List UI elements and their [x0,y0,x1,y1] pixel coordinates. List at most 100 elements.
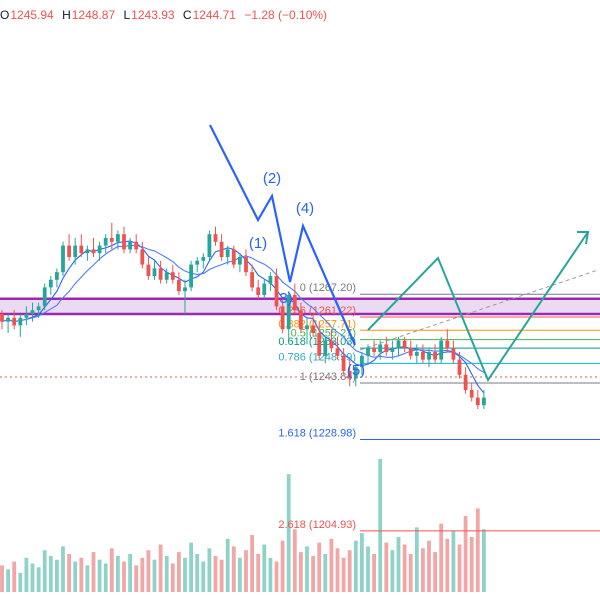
candle [457,351,462,379]
candle-body [103,237,108,246]
wave-label-5: (5) [347,362,365,379]
open-value: 1245.94 [10,8,54,22]
volume-bar [311,555,315,592]
candle-body [305,325,309,330]
volume-bar [103,563,108,592]
volume-bar [85,565,90,592]
volume-bar [122,561,126,592]
candle-body [250,272,254,288]
candle [116,230,120,250]
volume-bar [396,536,401,592]
fib-level-label: 1.618 (1228.98) [278,427,356,439]
high-label: H [62,8,71,22]
volume-bar [463,516,468,592]
candle [36,302,41,318]
candle [299,302,303,333]
volume-bar [219,559,224,592]
candle-body [396,340,401,349]
candle-body [311,325,315,333]
candle-body [183,287,187,292]
candle [390,340,395,360]
candle-body [195,260,200,265]
volume-bar [262,544,267,592]
volume-bar [366,546,370,592]
candle-body [244,256,248,273]
candle-body [414,351,419,356]
candle [384,336,389,356]
candle [140,241,145,269]
candle [347,359,352,387]
candle [396,336,401,356]
close-value: 1244.71 [192,8,236,22]
volume-bar [18,573,23,592]
volume-bar [475,508,480,592]
volume-bar [292,529,297,592]
candle-body [347,370,352,379]
candle [244,249,248,276]
candle [134,234,139,254]
candle-body [445,340,450,349]
candle [170,264,175,284]
candle-body [55,272,59,280]
candle [439,336,444,364]
candle-body [439,340,444,360]
candle-body [360,355,364,368]
open-label: O [0,8,10,22]
volume-bar [152,559,157,592]
candle-body [73,245,78,257]
volume-bar [97,559,102,592]
resistance-zone-fill [0,298,600,314]
candle-body [189,264,193,288]
candle [475,389,480,409]
volume-bar [421,548,425,592]
candle-body [152,268,157,276]
volume-bar [360,533,364,592]
volume-bar [201,561,206,592]
candle-body [256,287,261,295]
volume-bar [42,550,47,592]
candle-body [408,348,413,356]
volume-bar [61,546,65,592]
candle [238,253,242,273]
candle-body [238,256,242,265]
candle-body [402,340,407,349]
volume-bar [30,563,35,592]
volume-bar [353,540,358,592]
candle-body [18,317,23,326]
candle [274,268,279,311]
volume-bar [274,561,279,592]
candle [183,279,187,314]
ohlc-readout: O1245.94 H1248.87 L1243.93 C1244.71 −1.2… [0,8,327,22]
candle [85,245,90,261]
candle [6,313,10,333]
candle-body [286,294,291,330]
candle [335,336,340,360]
wave-label-2: (2) [263,170,281,187]
candle [207,230,212,261]
wave-label-4: (4) [296,200,314,217]
candle [225,245,230,265]
volume-bar [439,523,444,592]
candle [323,336,328,364]
volume-bar [73,561,78,592]
volume-bar [36,567,41,592]
candle-body [353,367,358,379]
volume-bar [225,538,230,592]
candle-body [109,237,114,242]
candle-body [225,249,230,257]
volume-bar [280,540,285,592]
candle-body [128,241,132,250]
candle [378,340,383,360]
candle [341,348,346,375]
volume-bar [299,552,303,592]
candle [463,367,468,394]
candle [360,351,364,375]
candle [402,336,407,352]
candle-body [231,249,236,265]
candle [292,283,297,314]
volume-bar [158,544,163,592]
volume-bar [408,554,413,592]
candle-body [134,241,139,250]
